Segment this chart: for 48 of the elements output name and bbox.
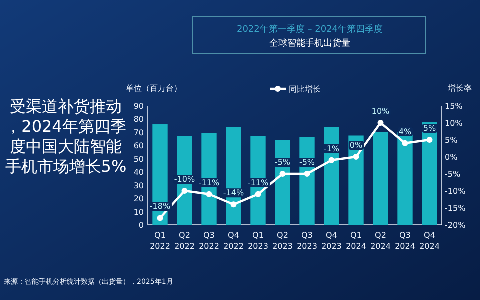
y-tick-label: 10	[134, 208, 144, 217]
legend-label: 同比增长	[289, 85, 321, 94]
y2-axis-title: 增长率	[447, 84, 472, 93]
data-label: 5%	[423, 124, 436, 133]
y-axis-title: 单位（百万台）	[126, 84, 182, 93]
x-tick-label: Q4 2024	[420, 231, 440, 251]
x-tick-label: Q1 2024	[346, 231, 366, 251]
y2-tick-label: 15%	[445, 102, 464, 111]
y2-tick-label: -5%	[445, 170, 461, 179]
data-label: -5%	[274, 158, 291, 167]
x-tick-label: Q3 2022	[199, 231, 220, 251]
x-tick-label: Q2 2022	[174, 231, 195, 251]
data-label: -1%	[324, 144, 340, 154]
y2-tick-label: 0%	[445, 153, 458, 162]
x-tick-label: Q4 2022	[224, 231, 244, 251]
data-label: -10%	[174, 175, 196, 184]
x-tick-label: Q2 2024	[370, 231, 391, 251]
data-label: -11%	[248, 178, 269, 188]
y2-tick-label: -20%	[445, 221, 466, 230]
x-tick-label: Q2 2023	[272, 231, 293, 251]
y2-tick-label: 5%	[445, 136, 458, 145]
y-tick-label: 80	[134, 115, 144, 124]
data-label: -14%	[223, 188, 244, 198]
y-tick-label: 0	[138, 221, 144, 230]
y-tick-label: 70	[134, 128, 144, 138]
y-tick-label: 20	[134, 194, 144, 204]
y-tick-label: 90	[134, 102, 144, 111]
data-label: 4%	[398, 127, 412, 136]
y2-tick-label: 10%	[445, 119, 464, 128]
x-tick-label: Q3 2024	[395, 231, 416, 251]
y-tick-label: 60	[134, 142, 144, 151]
data-label: -11%	[198, 178, 220, 188]
chart-title: 全球智能手机出货量	[270, 38, 350, 49]
y-tick-label: 50	[134, 154, 144, 164]
x-tick-label: Q1 2023	[248, 231, 268, 251]
x-tick-label: Q4 2023	[322, 231, 342, 251]
data-label: 10%	[372, 107, 390, 116]
x-tick-label: Q1 2022	[150, 231, 170, 251]
x-tick-label: Q3 2023	[297, 231, 318, 251]
data-label: -5%	[299, 158, 316, 167]
y2-tick-label: -15%	[445, 204, 466, 213]
data-label: -18%	[150, 202, 171, 212]
data-label: 0%	[350, 141, 363, 150]
text: 受渠道补货推动，2024年第四季度中国大陆智能手机市场增长5%	[5, 97, 127, 176]
y-tick-label: 40	[134, 168, 144, 178]
chart-subtitle: 2022年第一季度 – 2024年第四季度	[236, 24, 384, 35]
y-tick-label: 30	[134, 181, 144, 190]
y2-tick-label: -10%	[445, 187, 466, 196]
